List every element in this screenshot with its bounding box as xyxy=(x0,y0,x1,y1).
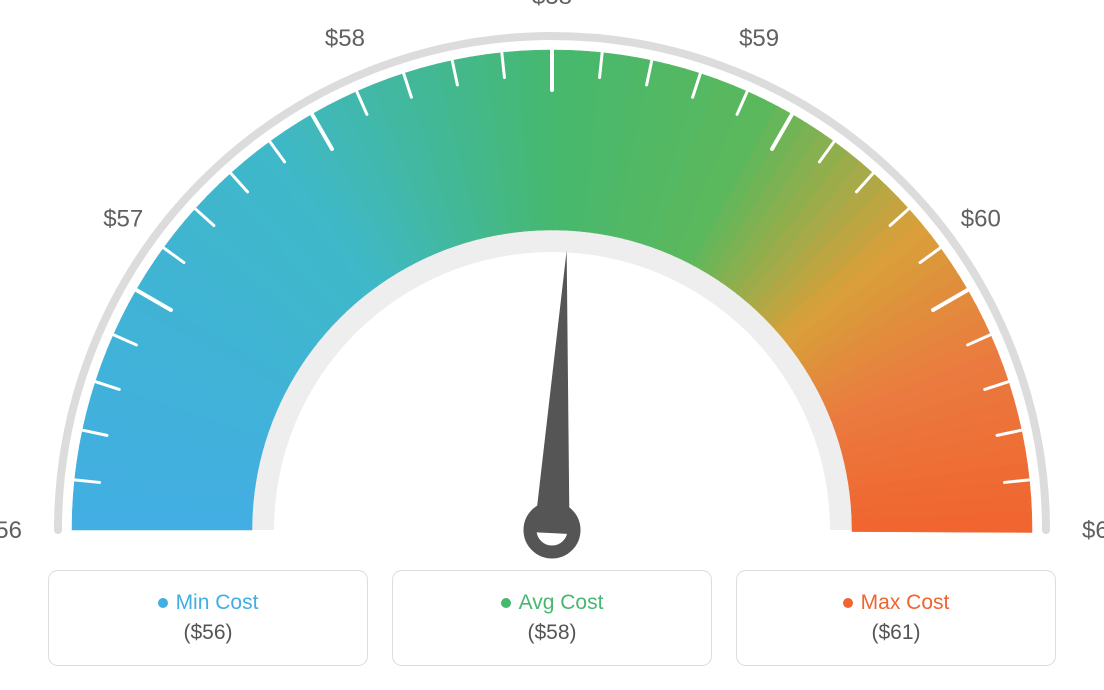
legend-value-min: ($56) xyxy=(183,621,232,645)
legend-title-min: Min Cost xyxy=(158,591,259,615)
gauge-chart: $56 $57 $58 $58 $59 $60 $61 xyxy=(0,0,1104,560)
gauge-svg: $56 $57 $58 $58 $59 $60 $61 xyxy=(0,0,1104,560)
legend-dot-max xyxy=(843,598,853,608)
svg-text:$56: $56 xyxy=(0,517,22,544)
svg-text:$58: $58 xyxy=(325,25,365,52)
legend-title-max: Max Cost xyxy=(843,591,950,615)
legend-dot-avg xyxy=(501,598,511,608)
svg-text:$57: $57 xyxy=(103,205,143,232)
legend-row: Min Cost ($56) Avg Cost ($58) Max Cost (… xyxy=(0,560,1104,666)
legend-value-avg: ($58) xyxy=(527,621,576,645)
legend-card-max: Max Cost ($61) xyxy=(736,570,1056,666)
legend-card-avg: Avg Cost ($58) xyxy=(392,570,712,666)
legend-title-avg: Avg Cost xyxy=(501,591,604,615)
legend-label-avg: Avg Cost xyxy=(519,591,604,615)
legend-label-min: Min Cost xyxy=(176,591,259,615)
svg-text:$58: $58 xyxy=(532,0,572,10)
svg-text:$60: $60 xyxy=(961,205,1001,232)
svg-text:$59: $59 xyxy=(739,25,779,52)
legend-dot-min xyxy=(158,598,168,608)
legend-card-min: Min Cost ($56) xyxy=(48,570,368,666)
legend-label-max: Max Cost xyxy=(861,591,950,615)
legend-value-max: ($61) xyxy=(871,621,920,645)
svg-text:$61: $61 xyxy=(1082,517,1104,544)
